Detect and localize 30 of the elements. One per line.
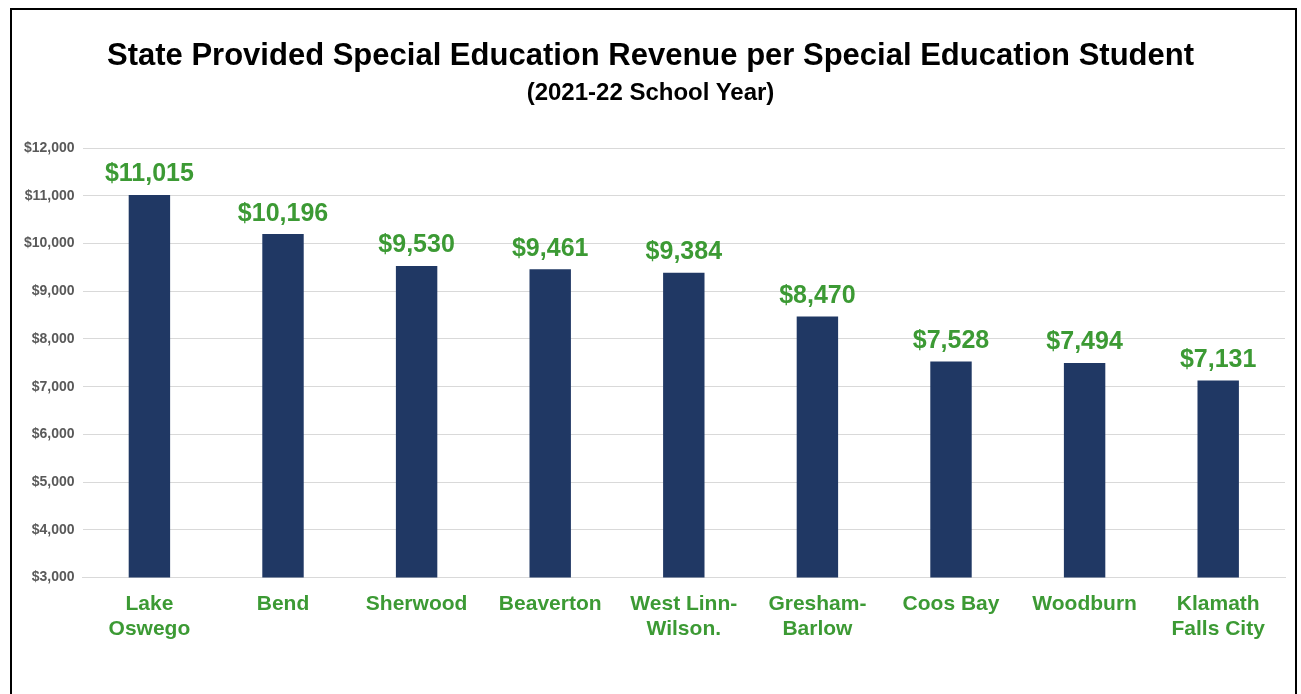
y-tick-label: $8,000 <box>31 329 75 346</box>
x-tick-label: West Linn- Wilson. <box>630 591 738 640</box>
y-tick-label: $7,000 <box>31 377 75 394</box>
x-tick-label: Beaverton <box>498 591 602 614</box>
x-tick-label: Bend <box>256 591 310 614</box>
chart-title: State Provided Special Education Revenue per Special Education Student <box>107 37 1194 73</box>
x-tick-label: Gresham- Barlow <box>768 591 867 640</box>
y-tick-label: $9,000 <box>31 282 75 299</box>
data-label: $7,528 <box>912 324 990 353</box>
y-tick-label: $6,000 <box>31 425 75 442</box>
data-label: $9,461 <box>511 232 589 261</box>
data-label: $9,530 <box>378 229 455 258</box>
y-tick-label: $5,000 <box>31 472 75 489</box>
x-tick-label: Lake Oswego <box>108 591 191 640</box>
x-tick-label: Coos Bay <box>902 591 1000 614</box>
data-label: $11,015 <box>104 158 194 187</box>
y-tick-label: $3,000 <box>31 568 75 585</box>
y-tick-label: $4,000 <box>31 520 75 537</box>
y-tick-label: $12,000 <box>24 138 75 155</box>
data-label: $7,131 <box>1179 343 1257 372</box>
x-tick-label: Woodburn <box>1032 591 1137 614</box>
y-tick-label: $11,000 <box>24 186 75 203</box>
data-label: $10,196 <box>237 197 329 226</box>
data-label: $9,384 <box>645 236 723 265</box>
y-tick-label: $10,000 <box>24 234 75 251</box>
x-tick-label: Sherwood <box>365 591 468 614</box>
data-label: $7,494 <box>1046 326 1123 355</box>
x-tick-label: Klamath Falls City <box>1171 591 1266 640</box>
data-label: $8,470 <box>779 279 856 308</box>
chart-subtitle: (2021-22 School Year) <box>526 78 775 106</box>
